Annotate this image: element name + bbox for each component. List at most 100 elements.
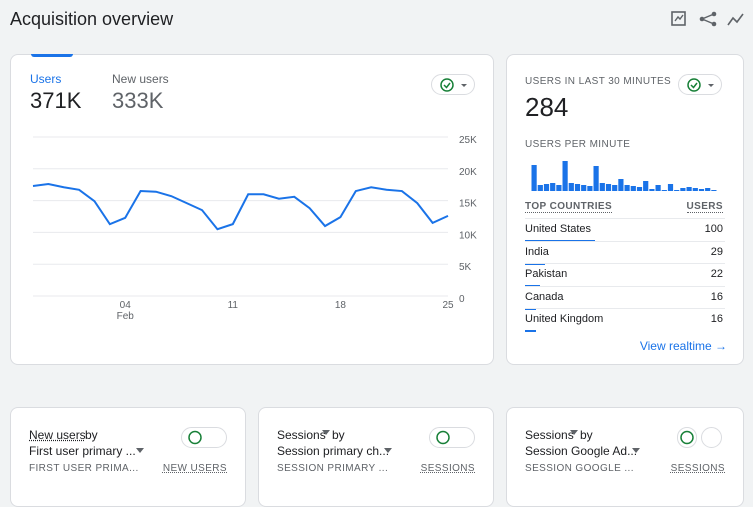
progress-bar xyxy=(525,330,537,333)
column-header: FIRST USER PRIMA... xyxy=(29,463,139,474)
metric-label[interactable]: Users xyxy=(30,72,62,86)
link-text[interactable]: View realtime xyxy=(639,339,712,353)
bar xyxy=(574,184,581,191)
country-name[interactable]: Canada xyxy=(525,290,564,303)
bar xyxy=(568,183,574,191)
column-header: SESSIONS xyxy=(670,463,725,474)
compare-button[interactable] xyxy=(677,427,697,448)
bar xyxy=(705,188,711,191)
bar xyxy=(599,183,605,191)
by-label: by xyxy=(580,428,593,442)
tab-indicator xyxy=(31,54,73,57)
y-tick-label: 15K xyxy=(459,199,477,210)
bar xyxy=(612,185,618,191)
bar xyxy=(605,184,612,191)
share-icon[interactable] xyxy=(699,11,717,27)
bar xyxy=(636,187,643,191)
bar xyxy=(680,188,686,191)
edit-icon[interactable] xyxy=(671,11,686,26)
bar xyxy=(531,165,537,191)
x-tick-label: 25 xyxy=(442,300,454,311)
bar xyxy=(537,185,543,191)
page-title: Acquisition overview xyxy=(10,9,174,29)
dimension-selector[interactable]: Session Google Ad... xyxy=(525,444,638,458)
report-card: Sessions by Session Google Ad... SESSION GO… xyxy=(506,407,744,507)
y-tick-label: 5K xyxy=(459,262,472,273)
bar xyxy=(581,185,587,191)
bar xyxy=(698,189,705,191)
line-chart: 0 5K 10K 15K 20K 25K 04 Feb 11 18 25 xyxy=(32,135,477,322)
realtime-value: 284 xyxy=(525,92,569,122)
y-tick-label: 25K xyxy=(459,135,477,146)
country-name[interactable]: Pakistan xyxy=(525,268,568,281)
dropdown-arrow xyxy=(570,430,578,439)
insights-icon[interactable] xyxy=(727,13,744,26)
y-tick-label: 0 xyxy=(459,294,465,305)
bar xyxy=(655,185,661,191)
bar xyxy=(624,185,630,191)
compare-button[interactable] xyxy=(678,74,722,95)
compare-button[interactable] xyxy=(431,74,475,95)
country-users: 100 xyxy=(704,223,723,235)
bar xyxy=(618,179,624,191)
bar-chart xyxy=(531,161,717,191)
metric-value: 333K xyxy=(112,88,164,113)
overview-card: Users 371K New users 333K 0 5K 10K 15K 20K 25… xyxy=(10,54,494,365)
data-line xyxy=(32,183,449,231)
dropdown-arrow xyxy=(384,448,392,457)
bar xyxy=(667,184,674,191)
country-name[interactable]: United States xyxy=(525,223,592,235)
metric-value: 371K xyxy=(30,88,82,113)
dimension-selector[interactable]: Session primary ch... xyxy=(277,444,390,458)
dropdown-arrow xyxy=(322,430,330,439)
bar xyxy=(649,189,655,191)
bar xyxy=(556,185,562,191)
dropdown-arrow xyxy=(136,448,144,457)
report-card: New users by First user primary ... FIRST U… xyxy=(10,407,246,507)
x-tick-label: 18 xyxy=(335,300,347,311)
header-icons xyxy=(671,11,744,27)
bar xyxy=(686,187,692,191)
bar xyxy=(593,166,599,191)
page: Acquisition overview Users 371K New user… xyxy=(10,9,744,507)
separator xyxy=(525,263,725,265)
bar xyxy=(562,161,568,191)
compare-button[interactable] xyxy=(181,427,227,448)
dropdown-arrow xyxy=(632,448,640,457)
bar xyxy=(711,190,717,191)
bar xyxy=(692,188,698,191)
column-header: TOP COUNTRIES xyxy=(525,201,613,213)
country-name[interactable]: United Kingdom xyxy=(525,313,604,326)
separator xyxy=(525,240,725,242)
bar-chart-title: USERS PER MINUTE xyxy=(525,139,631,150)
by-label: by xyxy=(332,428,345,442)
x-tick-label: 11 xyxy=(228,300,239,311)
column-header: SESSIONS xyxy=(420,463,475,474)
compare-button[interactable] xyxy=(429,427,475,448)
bar xyxy=(587,186,593,191)
dimension-selector[interactable]: First user primary ... xyxy=(29,444,136,458)
separator xyxy=(525,308,725,310)
column-header: NEW USERS xyxy=(162,463,227,474)
metric-selector[interactable]: Sessions xyxy=(525,428,574,442)
metric-selector[interactable]: New users xyxy=(29,428,86,442)
x-tick-label: 04 Feb xyxy=(117,300,135,322)
bar xyxy=(543,184,550,191)
y-tick-label: 10K xyxy=(459,230,477,241)
filter-button[interactable] xyxy=(701,427,722,448)
country-users: 22 xyxy=(710,268,723,281)
bar xyxy=(674,190,680,191)
metric-label[interactable]: New users xyxy=(112,72,169,86)
realtime-link[interactable]: View realtime → xyxy=(639,339,727,353)
bar xyxy=(661,190,667,191)
column-header: USERS xyxy=(686,201,723,213)
realtime-title: USERS IN LAST 30 MINUTES xyxy=(525,76,672,87)
separator xyxy=(525,285,725,287)
realtime-card: USERS IN LAST 30 MINUTES 284 USERS PER M… xyxy=(506,54,744,365)
country-name[interactable]: India xyxy=(525,245,549,258)
bar xyxy=(550,183,556,191)
metric-selector[interactable]: Sessions xyxy=(277,428,326,442)
y-tick-label: 20K xyxy=(459,167,477,178)
column-header: SESSION GOOGLE ... xyxy=(525,463,634,474)
country-users: 29 xyxy=(710,245,723,258)
